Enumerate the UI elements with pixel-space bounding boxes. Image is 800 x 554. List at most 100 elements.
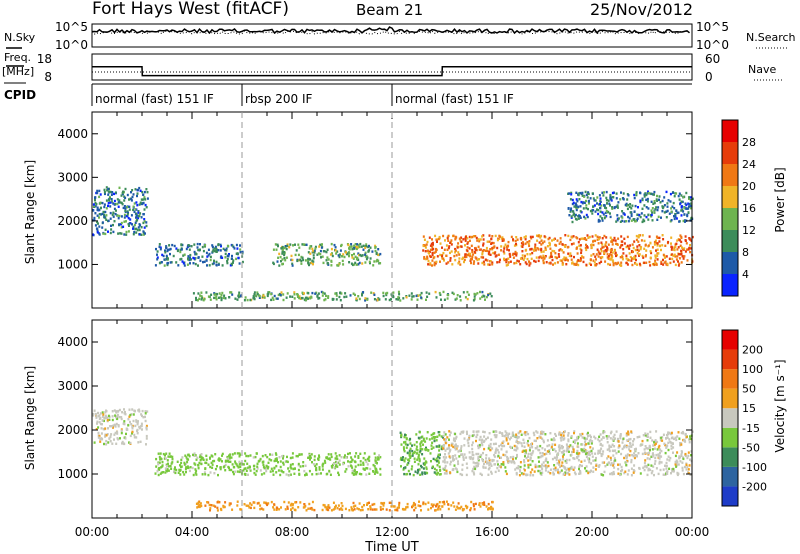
echo-cell: [631, 443, 634, 446]
echo-cell: [612, 470, 615, 474]
echo-cell: [528, 240, 531, 243]
echo-cell: [107, 190, 110, 193]
echo-cell: [674, 454, 677, 458]
echo-cell: [99, 422, 102, 426]
echo-cell: [420, 464, 422, 468]
echo-cell: [444, 449, 447, 452]
echo-cell: [595, 258, 597, 261]
echo-cell: [420, 291, 423, 295]
echo-cell: [558, 249, 561, 252]
echo-cell: [419, 293, 422, 297]
echo-cell: [533, 439, 536, 442]
colorbar-tick-label: -50: [742, 441, 760, 454]
echo-cell: [413, 443, 416, 447]
echo-cell: [430, 433, 433, 437]
echo-cell: [654, 256, 657, 259]
echo-cell: [145, 434, 148, 438]
echo-cell: [121, 440, 124, 444]
echo-cell: [479, 505, 482, 508]
echo-cell: [123, 220, 126, 223]
echo-cell: [619, 437, 622, 440]
echo-cell: [578, 244, 581, 247]
echo-cell: [330, 509, 333, 512]
echo-cell: [402, 297, 405, 300]
echo-cell: [107, 414, 110, 418]
echo-cell: [601, 461, 604, 464]
echo-cell: [104, 427, 107, 430]
echo-cell: [180, 458, 183, 462]
echo-cell: [131, 430, 134, 434]
echo-cell: [491, 447, 494, 450]
echo-cell: [326, 262, 329, 265]
echo-cell: [568, 214, 571, 217]
echo-cell: [621, 210, 624, 213]
echo-cell: [637, 240, 640, 243]
echo-cell: [397, 296, 400, 299]
echo-cell: [615, 197, 618, 200]
echo-cell: [128, 408, 131, 411]
echo-cell: [417, 463, 420, 466]
echo-cell: [335, 294, 338, 297]
echo-cell: [536, 234, 538, 237]
echo-cell: [588, 235, 591, 239]
echo-cell: [173, 244, 176, 248]
echo-cell: [112, 230, 115, 234]
echo-cell: [432, 457, 435, 461]
date-label: 25/Nov/2012: [590, 0, 693, 19]
echo-cell: [271, 296, 274, 299]
echo-cell: [615, 430, 618, 433]
echo-cell: [385, 293, 388, 297]
echo-cell: [291, 295, 294, 298]
echo-cell: [104, 417, 107, 420]
echo-cell: [253, 501, 256, 504]
echo-cell: [481, 253, 484, 256]
echo-cell: [555, 458, 558, 462]
echo-cell: [232, 472, 235, 476]
echo-cell: [303, 469, 306, 473]
echo-cell: [208, 503, 211, 507]
echo-cell: [498, 260, 501, 264]
echo-cell: [562, 464, 565, 468]
echo-cell: [379, 508, 382, 511]
echo-cell: [431, 259, 434, 262]
echo-cell: [254, 294, 257, 297]
echo-cell: [312, 257, 315, 260]
echo-cell: [107, 204, 109, 208]
echo-cell: [421, 435, 424, 438]
colorbar-swatch: [722, 447, 738, 467]
echo-cell: [671, 205, 674, 208]
echo-cell: [400, 456, 403, 460]
colorbar-swatch: [722, 230, 738, 252]
echo-cell: [634, 248, 637, 252]
echo-cell: [632, 471, 635, 474]
echo-cell: [336, 264, 339, 267]
echo-cell: [642, 256, 645, 259]
echo-cell: [663, 442, 666, 445]
echo-cell: [132, 413, 135, 416]
echo-cell: [215, 295, 218, 298]
echo-cell: [205, 291, 208, 294]
echo-cell: [478, 502, 481, 505]
echo-cell: [559, 436, 562, 440]
echo-cell: [444, 466, 447, 470]
echo-cell: [611, 243, 614, 246]
echo-cell: [522, 241, 524, 244]
echo-cell: [460, 445, 463, 448]
echo-cell: [162, 254, 165, 258]
echo-cell: [528, 260, 530, 263]
echo-cell: [502, 250, 505, 253]
echo-cell: [275, 297, 278, 300]
echo-cell: [501, 441, 504, 445]
echo-cell: [113, 438, 115, 441]
echo-cell: [424, 440, 427, 443]
echo-cell: [483, 295, 486, 298]
echo-cell: [257, 501, 260, 505]
echo-cell: [285, 247, 288, 251]
echo-cell: [125, 230, 128, 234]
echo-cell: [220, 297, 223, 300]
echo-cell: [588, 440, 591, 443]
echo-cell: [636, 252, 639, 255]
echo-cell: [192, 453, 194, 457]
echo-cell: [194, 468, 197, 471]
echo-cell: [627, 469, 630, 472]
